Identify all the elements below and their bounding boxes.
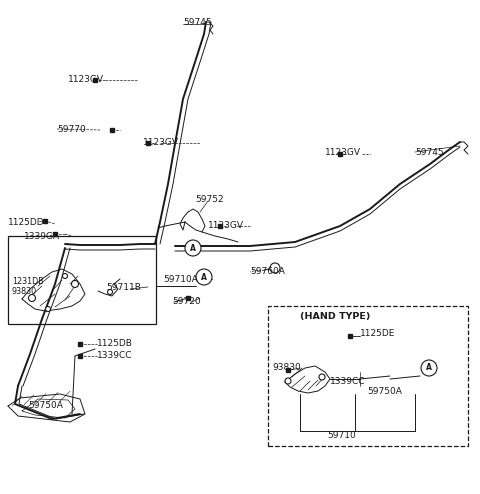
- Text: 1339CC: 1339CC: [97, 352, 132, 361]
- Text: A: A: [426, 364, 432, 372]
- Circle shape: [319, 374, 325, 380]
- Text: 59711B: 59711B: [106, 283, 141, 291]
- Text: 59745: 59745: [415, 148, 444, 157]
- Text: 1125DE: 1125DE: [360, 329, 396, 338]
- Circle shape: [28, 294, 36, 301]
- Text: 59710: 59710: [327, 431, 356, 441]
- Text: 59760A: 59760A: [250, 267, 285, 277]
- Text: 1123GV: 1123GV: [68, 75, 104, 83]
- Text: 93830: 93830: [272, 364, 301, 372]
- Text: A: A: [190, 244, 196, 252]
- Text: 59752: 59752: [195, 195, 224, 204]
- Text: 59750A: 59750A: [367, 386, 402, 396]
- Circle shape: [62, 274, 68, 279]
- Text: 93830: 93830: [12, 288, 37, 296]
- Text: 1123GV: 1123GV: [208, 220, 244, 230]
- Text: 1339CC: 1339CC: [330, 377, 365, 386]
- Text: A: A: [201, 273, 207, 282]
- Bar: [268, 306, 468, 446]
- Text: 59720: 59720: [172, 297, 201, 306]
- Text: 1125DB: 1125DB: [97, 339, 133, 348]
- Circle shape: [72, 281, 79, 288]
- Text: 59745: 59745: [183, 17, 212, 27]
- Text: 1125DD: 1125DD: [8, 217, 45, 227]
- Circle shape: [108, 289, 112, 294]
- Text: 59710A: 59710A: [163, 275, 198, 284]
- Circle shape: [285, 378, 291, 384]
- Text: 59750A: 59750A: [28, 402, 63, 411]
- Text: 1231DB: 1231DB: [12, 277, 44, 286]
- Circle shape: [185, 240, 201, 256]
- Text: 1123GV: 1123GV: [325, 148, 361, 157]
- Circle shape: [421, 360, 437, 376]
- Text: 1339GA: 1339GA: [24, 232, 60, 241]
- Circle shape: [270, 263, 280, 273]
- Text: 59770: 59770: [57, 124, 86, 133]
- Circle shape: [196, 269, 212, 285]
- Circle shape: [46, 306, 50, 312]
- Bar: [8, 236, 156, 324]
- Text: 1123GV: 1123GV: [143, 137, 179, 147]
- Text: (HAND TYPE): (HAND TYPE): [300, 312, 371, 321]
